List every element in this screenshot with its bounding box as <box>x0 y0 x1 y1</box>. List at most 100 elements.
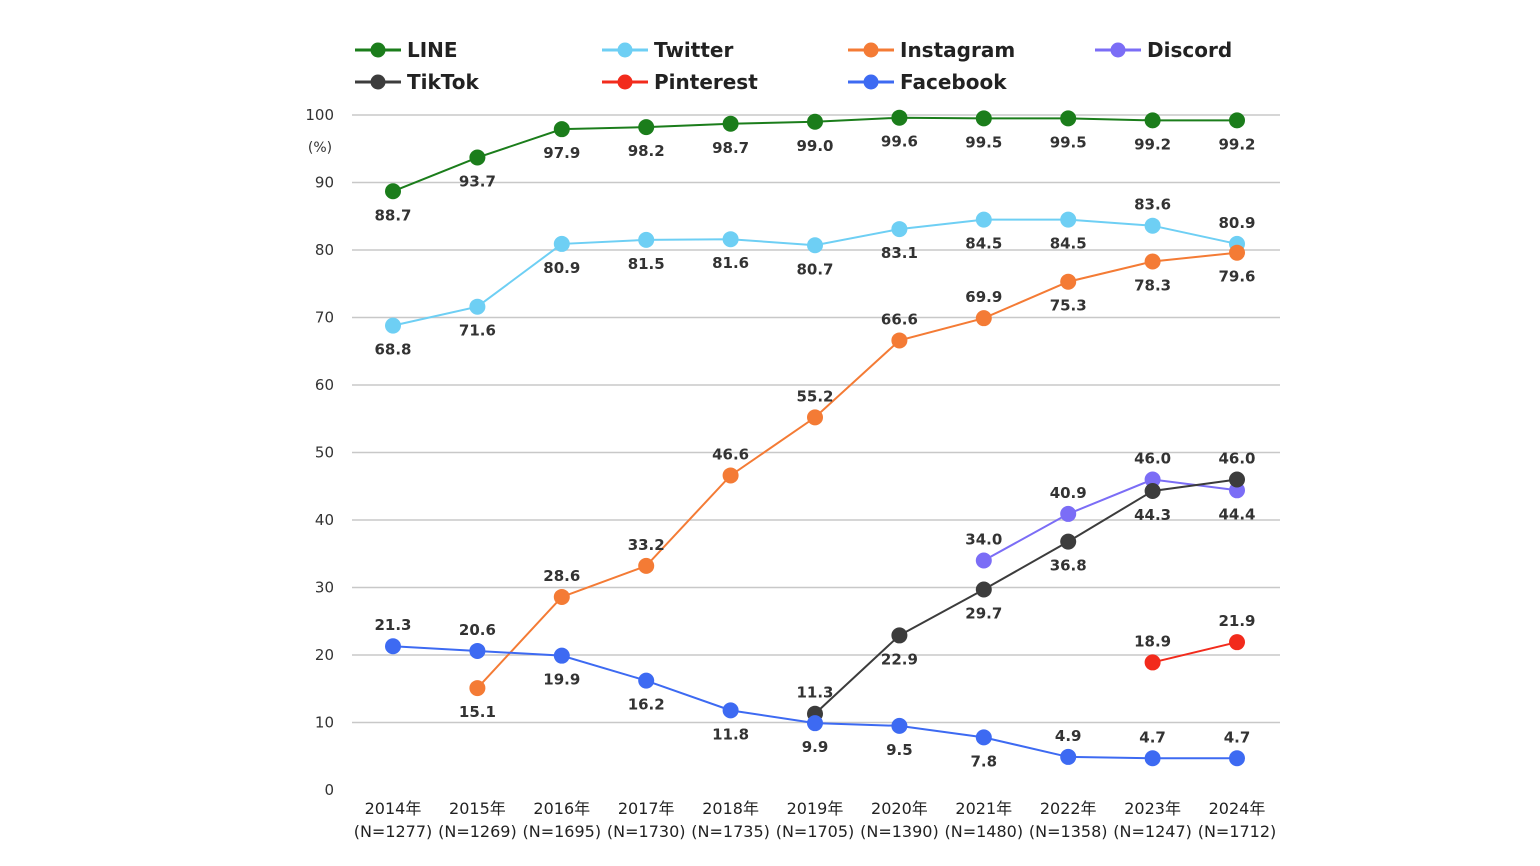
x-tick-sublabel: (N=1705) <box>776 822 855 841</box>
legend-marker-twitter <box>617 42 633 58</box>
data-point-instagram <box>891 332 908 349</box>
data-point-line <box>469 149 486 166</box>
x-axis: 2014年 (N=1277) 2015年 (N=1269) 2016年 (N=1695) 2… <box>354 799 1277 841</box>
data-label-line: 97.9 <box>543 144 580 162</box>
data-label-twitter: 84.5 <box>1050 235 1087 253</box>
data-point-twitter <box>975 211 992 228</box>
legend-marker-pinterest <box>617 74 633 90</box>
legend-marker-line <box>370 42 386 58</box>
data-point-facebook <box>891 717 908 734</box>
x-tick-sublabel: (N=1390) <box>860 822 939 841</box>
data-label-instagram: 78.3 <box>1134 276 1171 294</box>
data-label-facebook: 16.2 <box>628 696 665 714</box>
x-tick-label: 2017年 <box>618 799 675 818</box>
data-point-discord <box>975 552 992 569</box>
data-point-twitter <box>891 221 908 238</box>
data-point-instagram <box>469 680 486 697</box>
data-label-line: 93.7 <box>459 173 496 191</box>
series-twitter <box>385 211 1245 334</box>
data-label-line: 98.2 <box>628 142 665 160</box>
data-label-instagram: 15.1 <box>459 703 496 721</box>
series-pinterest <box>1144 634 1245 671</box>
data-label-facebook: 21.3 <box>374 616 411 634</box>
data-point-twitter <box>807 237 823 254</box>
series-tiktok <box>807 471 1245 722</box>
data-label-facebook: 4.7 <box>1224 728 1251 746</box>
data-label-line: 98.7 <box>712 139 749 157</box>
chart-data-labels: 88.7 93.7 97.9 98.2 98.7 99.0 99.6 99.5 99.5 99.2… <box>374 133 1255 771</box>
x-tick-sublabel: (N=1735) <box>691 822 770 841</box>
data-point-facebook <box>638 672 655 689</box>
legend-label-facebook: Facebook <box>900 70 1007 94</box>
data-label-instagram: 28.6 <box>543 567 580 585</box>
legend-item-instagram: Instagram <box>848 38 1015 62</box>
data-point-twitter <box>638 231 655 248</box>
series-line-pinterest <box>1152 641 1238 664</box>
series-line-tiktok <box>814 478 1238 715</box>
x-tick-sublabel: (N=1358) <box>1029 822 1108 841</box>
data-label-instagram: 66.6 <box>881 310 918 328</box>
data-label-line: 99.2 <box>1218 135 1255 153</box>
data-label-facebook: 20.6 <box>459 621 496 639</box>
data-point-line <box>891 109 908 126</box>
x-tick-label: 2016年 <box>533 799 590 818</box>
data-label-instagram: 75.3 <box>1050 297 1087 315</box>
legend-item-tiktok: TikTok <box>355 70 480 94</box>
legend-label-line: LINE <box>407 38 458 62</box>
x-tick-sublabel: (N=1730) <box>607 822 686 841</box>
y-tick-label: 100 <box>305 106 334 124</box>
data-point-instagram <box>975 310 992 327</box>
y-tick-label: 90 <box>315 174 334 192</box>
data-label-instagram: 33.2 <box>628 536 665 554</box>
data-label-instagram: 79.6 <box>1218 268 1255 286</box>
data-label-discord: 46.0 <box>1134 450 1171 468</box>
x-tick-sublabel: (N=1247) <box>1113 822 1192 841</box>
data-label-instagram: 55.2 <box>796 387 833 405</box>
data-label-tiktok: 44.3 <box>1134 506 1171 524</box>
data-point-discord <box>1144 471 1161 488</box>
data-label-twitter: 81.5 <box>628 255 665 273</box>
y-axis: (%) 0 10 20 30 40 50 60 70 80 90 100 <box>305 106 334 799</box>
data-label-facebook: 4.7 <box>1139 728 1166 746</box>
data-point-twitter <box>469 298 486 315</box>
data-label-twitter: 80.7 <box>796 260 833 278</box>
y-axis-unit-label: (%) <box>308 140 332 156</box>
data-label-line: 88.7 <box>374 206 411 224</box>
data-label-twitter: 84.5 <box>965 235 1002 253</box>
data-label-line: 99.5 <box>1050 133 1087 151</box>
legend-marker-discord <box>1110 42 1126 58</box>
legend-marker-tiktok <box>370 74 386 90</box>
data-label-facebook: 19.9 <box>543 671 580 689</box>
legend-label-instagram: Instagram <box>900 38 1015 62</box>
data-point-discord <box>1060 505 1077 522</box>
series-line-instagram <box>476 251 1238 689</box>
x-tick-label: 2014年 <box>365 799 422 818</box>
data-point-twitter <box>1060 211 1077 228</box>
data-point-twitter <box>722 231 739 248</box>
data-label-twitter: 68.8 <box>374 341 411 359</box>
x-tick-label: 2023年 <box>1124 799 1181 818</box>
data-point-instagram <box>722 467 739 484</box>
legend-label-twitter: Twitter <box>654 38 733 62</box>
data-point-line <box>638 119 655 136</box>
data-label-twitter: 83.6 <box>1134 196 1171 214</box>
legend-label-discord: Discord <box>1147 38 1232 62</box>
data-point-twitter <box>553 235 570 252</box>
data-label-twitter: 80.9 <box>543 259 580 277</box>
legend-item-twitter: Twitter <box>602 38 733 62</box>
data-label-instagram: 46.6 <box>712 445 749 463</box>
data-point-line <box>975 110 992 127</box>
data-point-facebook <box>722 702 739 719</box>
data-label-facebook: 7.8 <box>971 752 998 770</box>
y-tick-label: 60 <box>315 376 334 394</box>
data-point-twitter <box>385 317 401 334</box>
data-label-tiktok: 46.0 <box>1218 450 1255 468</box>
y-tick-label: 30 <box>315 579 334 597</box>
data-label-instagram: 69.9 <box>965 288 1002 306</box>
legend-label-tiktok: TikTok <box>407 70 480 94</box>
y-tick-label: 80 <box>315 241 334 259</box>
data-label-line: 99.5 <box>965 133 1002 151</box>
data-label-pinterest: 18.9 <box>1134 632 1171 650</box>
y-tick-label: 70 <box>315 309 334 327</box>
